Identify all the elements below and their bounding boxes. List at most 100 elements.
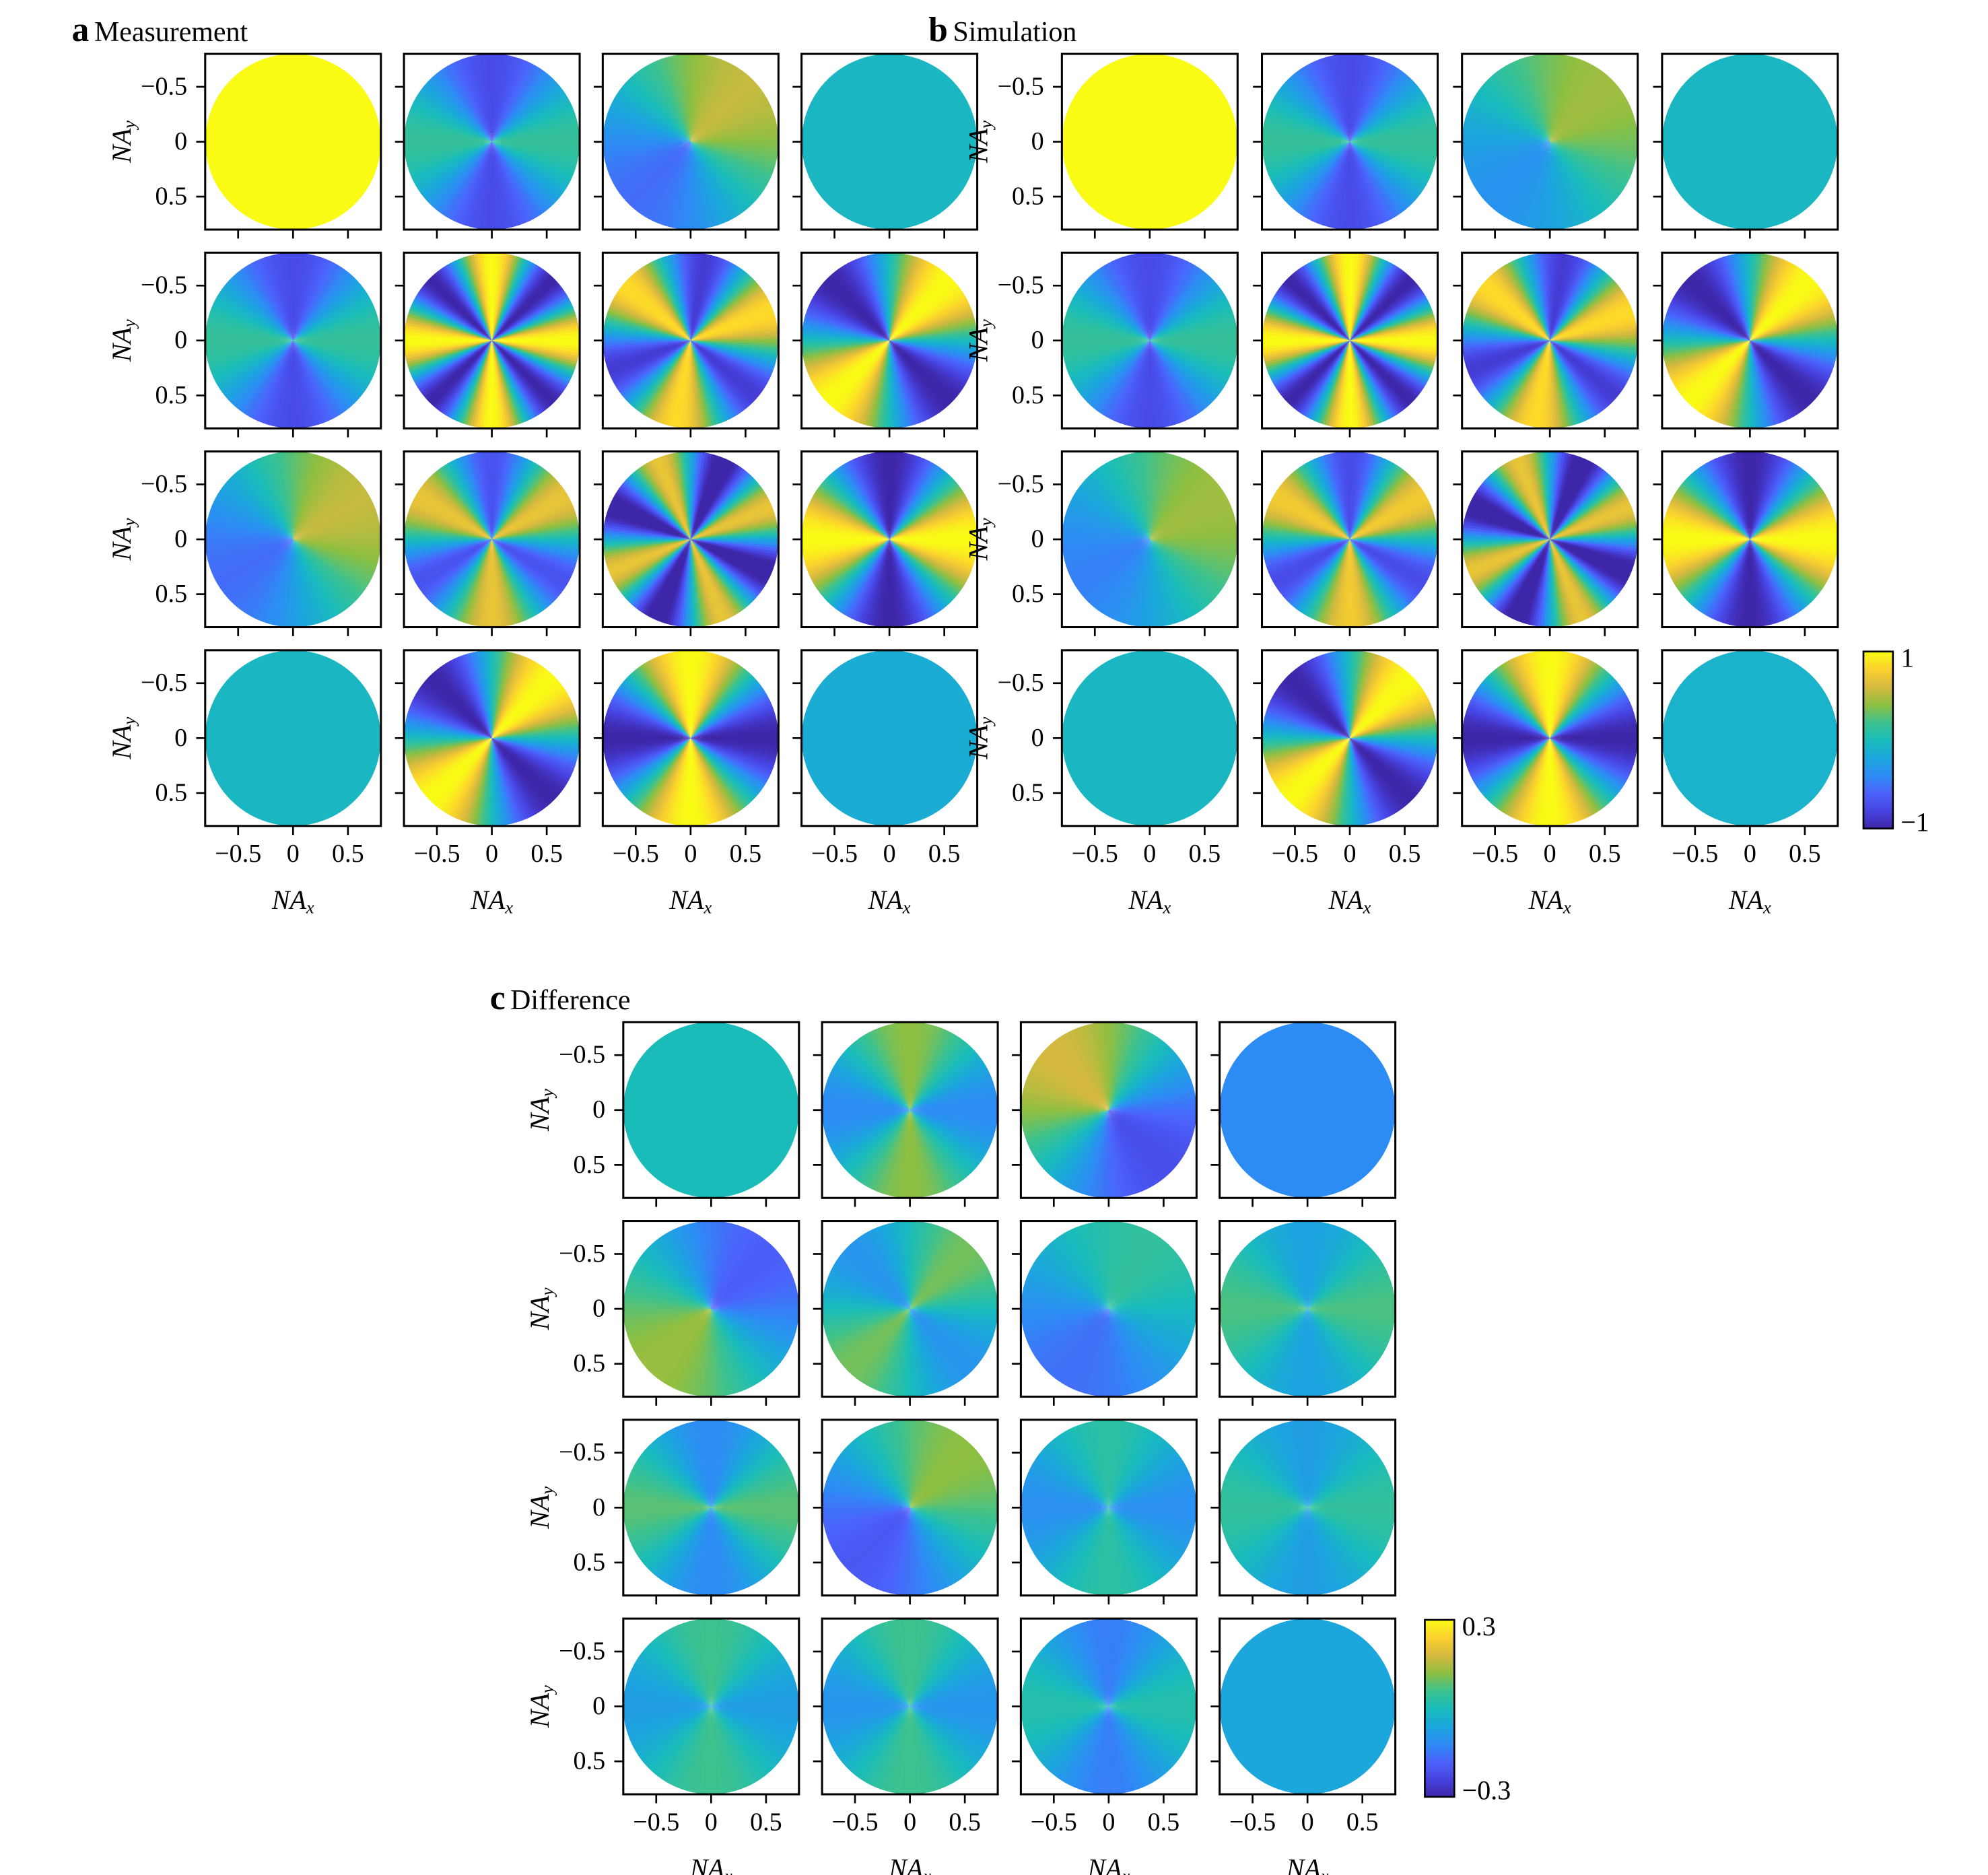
pupil-map (623, 1221, 799, 1397)
y-tick-label: 0.5 (574, 1349, 606, 1377)
subplot-b-r1-c3 (1453, 53, 1639, 239)
subplot-a-r2-c4 (792, 251, 979, 438)
pupil-map (822, 1618, 998, 1795)
x-axis-label: NAx (470, 885, 513, 917)
pupil-map (801, 252, 978, 429)
subplot-a-r3-c1: −0.5 0 0.5 (141, 450, 382, 636)
y-tick-label: 0 (592, 1095, 605, 1124)
y-axis-label: NAy (106, 518, 139, 561)
x-axis-label: NAx (1328, 885, 1371, 917)
y-tick-label: 0 (592, 1493, 605, 1522)
y-tick-label: −0.5 (998, 669, 1044, 697)
panel-title-c: c Difference (490, 979, 631, 1017)
subplot-a-r4-c1: −0.5 0 0.5 −0.5 0 0.5 (141, 649, 382, 868)
pupil-map (1462, 54, 1638, 230)
y-tick-label: 0 (592, 1294, 605, 1322)
pupil-map (404, 252, 580, 429)
subplot-b-r3-c3 (1453, 450, 1639, 636)
pupil-map (1062, 451, 1238, 627)
x-tick-label: 0.5 (928, 840, 961, 868)
svg-text:NAx: NAx (689, 1853, 732, 1875)
pupil-map (1462, 451, 1638, 627)
x-tick-label: −0.5 (1031, 1808, 1077, 1836)
subplot-b-r1-c4 (1653, 53, 1839, 239)
pupil-map (603, 451, 779, 627)
svg-text:NAy: NAy (524, 1089, 557, 1132)
x-tick-label: −0.5 (613, 840, 659, 868)
x-tick-label: 0.5 (1589, 840, 1621, 868)
y-tick-label: 0 (592, 1692, 605, 1720)
pupil-map (1262, 451, 1438, 627)
svg-text:NAy: NAy (106, 717, 139, 760)
subplot-a-r2-c3 (594, 251, 780, 438)
panel-title-a: a Measurement (72, 11, 248, 49)
subplot-a-r1-c3 (594, 53, 780, 239)
x-tick-label: −0.5 (832, 1808, 879, 1836)
subplot-a-r4-c2: −0.5 0 0.5 (395, 649, 581, 868)
pupil-map (205, 451, 381, 627)
y-axis-label: NAy (963, 121, 995, 164)
subplot-b-r2-c3 (1453, 251, 1639, 438)
pupil-map (822, 1419, 998, 1596)
y-tick-label: 0.5 (1012, 182, 1044, 210)
pupil-map (1219, 1419, 1396, 1596)
x-tick-label: 0 (1301, 1808, 1314, 1836)
subplot-a-r1-c2 (395, 53, 581, 239)
x-tick-label: 0 (485, 840, 498, 868)
svg-text:NAy: NAy (524, 1685, 557, 1728)
subplot-b-r1-c2 (1253, 53, 1439, 239)
colorbar-min-label: −0.3 (1462, 1775, 1511, 1806)
pupil-map (1462, 650, 1638, 826)
x-axis-label: NAx (1286, 1853, 1329, 1875)
y-tick-label: 0.5 (156, 778, 188, 807)
x-tick-label: −0.5 (1472, 840, 1518, 868)
subplot-b-r1-c1: −0.5 0 0.5 (998, 53, 1239, 239)
x-tick-label: 0.5 (1346, 1808, 1379, 1836)
svg-text:NAx: NAx (1128, 885, 1171, 917)
x-tick-label: 0.5 (1189, 840, 1221, 868)
subplot-a-r2-c1: −0.5 0 0.5 (141, 251, 382, 438)
subplot-c-r1-c4 (1210, 1021, 1397, 1207)
y-axis-label: NAy (106, 717, 139, 760)
pupil-map (623, 1022, 799, 1198)
svg-text:NAy: NAy (963, 518, 995, 561)
x-axis-label: NAx (669, 885, 712, 917)
pupil-map (404, 650, 580, 826)
subplot-c-r4-c3: −0.5 0 0.5 (1012, 1617, 1198, 1836)
y-tick-label: 0.5 (574, 1548, 606, 1576)
subplot-a-r2-c2 (395, 251, 581, 438)
y-axis-label: NAy (963, 319, 995, 362)
svg-text:NAy: NAy (524, 1487, 557, 1530)
pupil-map (1219, 1221, 1396, 1397)
subplot-b-r2-c2 (1253, 251, 1439, 438)
y-axis-label: NAy (106, 319, 139, 362)
subplot-b-r2-c1: −0.5 0 0.5 (998, 251, 1239, 438)
pupil-map (822, 1022, 998, 1198)
x-tick-label: −0.5 (1229, 1808, 1276, 1836)
pupil-map (623, 1419, 799, 1596)
svg-text:NAx: NAx (1728, 885, 1771, 917)
pupil-map (801, 54, 978, 230)
colorbar-min-label: −1 (1900, 807, 1929, 837)
x-axis-label: NAx (1087, 1853, 1130, 1875)
pupil-map (801, 650, 978, 826)
subplot-c-r4-c4: −0.5 0 0.5 (1210, 1617, 1397, 1836)
svg-text:NAx: NAx (1087, 1853, 1130, 1875)
y-tick-label: −0.5 (998, 72, 1044, 100)
x-tick-label: 0 (705, 1808, 718, 1836)
pupil-map (1262, 252, 1438, 429)
subplot-c-r4-c2: −0.5 0 0.5 (813, 1617, 999, 1836)
subplot-b-r3-c4 (1653, 450, 1839, 636)
pupil-map (404, 451, 580, 627)
x-axis-label: NAx (868, 885, 911, 917)
y-tick-label: 0.5 (156, 381, 188, 409)
pupil-map (801, 451, 978, 627)
subplot-a-r3-c2 (395, 450, 581, 636)
subplot-c-r3-c3 (1012, 1419, 1198, 1605)
pupil-map (1021, 1419, 1197, 1596)
subplot-b-r4-c2: −0.5 0 0.5 (1253, 649, 1439, 868)
subplot-c-r2-c4 (1210, 1220, 1397, 1406)
x-tick-label: 0.5 (1789, 840, 1821, 868)
